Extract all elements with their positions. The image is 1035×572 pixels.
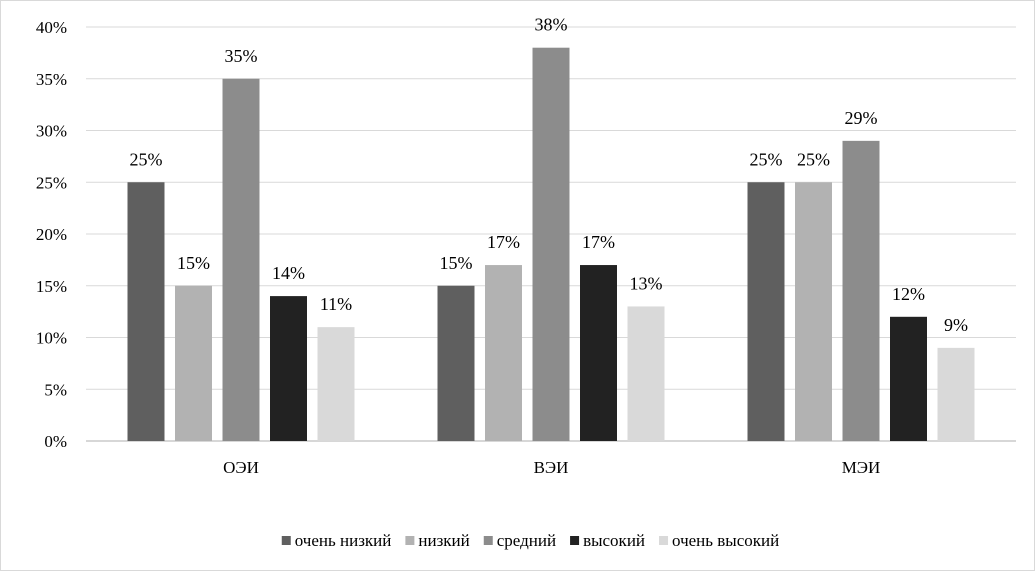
y-tick-label: 40% [36, 18, 67, 37]
data-label: 15% [440, 253, 473, 273]
legend-item: низкий [405, 531, 470, 550]
legend: очень низкий низкий средний высокий очень вы… [281, 531, 779, 550]
bars [127, 47, 975, 441]
bar [127, 182, 165, 441]
data-label: 29% [845, 108, 878, 128]
y-tick-label: 5% [44, 380, 67, 399]
y-tick-label: 30% [36, 122, 67, 141]
bar [842, 140, 880, 441]
data-label: 35% [225, 46, 258, 66]
x-axis-categories: ОЭИ ВЭИ МЭИ [223, 458, 880, 477]
data-label: 38% [535, 15, 568, 35]
y-tick-label: 25% [36, 173, 67, 192]
data-labels: 25% 15% 35% 14% 11% 15% 17% 38% 17% 13% 25% 25% 29% 1… [130, 15, 969, 335]
legend-item: очень низкий [281, 531, 392, 550]
legend-label: средний [497, 531, 556, 550]
data-label: 17% [487, 232, 520, 252]
x-category-label: ВЭИ [534, 458, 569, 477]
bar [437, 285, 475, 441]
bar [317, 327, 355, 441]
x-category-label: МЭИ [842, 458, 881, 477]
y-tick-label: 20% [36, 225, 67, 244]
legend-swatch [570, 536, 580, 545]
legend-item: высокий [570, 531, 645, 550]
data-label: 11% [320, 294, 352, 314]
legend-label: низкий [418, 531, 469, 550]
data-label: 12% [892, 284, 925, 304]
bar [795, 182, 832, 441]
legend-swatch [405, 536, 415, 545]
bar [937, 347, 975, 441]
bar [270, 296, 307, 441]
y-tick-label: 0% [44, 432, 67, 451]
y-tick-label: 35% [36, 70, 67, 89]
bar [890, 316, 927, 441]
legend-label: очень высокий [672, 531, 779, 550]
legend-swatch [659, 536, 669, 545]
legend-swatch [281, 536, 291, 545]
legend-label: очень низкий [295, 531, 392, 550]
legend-swatch [483, 536, 493, 545]
bar [627, 306, 665, 441]
y-tick-label: 15% [36, 277, 67, 296]
data-label: 14% [272, 263, 305, 283]
data-label: 13% [630, 273, 663, 293]
data-label: 15% [177, 253, 210, 273]
y-axis-ticks: 0% 5% 10% 15% 20% 25% 30% 35% 40% [36, 18, 67, 451]
legend-item: средний [483, 531, 556, 550]
bar [747, 182, 785, 441]
legend-item: очень высокий [659, 531, 779, 550]
bar [580, 265, 617, 441]
bar [222, 78, 260, 441]
bar [485, 265, 522, 441]
bar [175, 285, 212, 441]
data-label: 25% [130, 149, 163, 169]
y-tick-label: 10% [36, 329, 67, 348]
x-category-label: ОЭИ [223, 458, 259, 477]
data-label: 9% [944, 315, 968, 335]
legend-label: высокий [583, 531, 645, 550]
data-label: 17% [582, 232, 615, 252]
bar [532, 47, 570, 441]
data-label: 25% [750, 149, 783, 169]
data-label: 25% [797, 149, 830, 169]
